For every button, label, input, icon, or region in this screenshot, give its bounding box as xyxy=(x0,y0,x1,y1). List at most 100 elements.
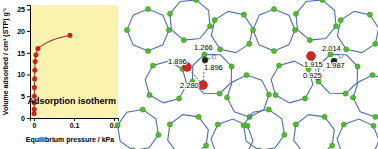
framework-atom xyxy=(302,96,307,101)
data-point xyxy=(68,33,73,38)
framework-atom xyxy=(343,91,348,96)
framework-atom xyxy=(307,37,312,42)
data-point xyxy=(33,59,38,64)
tick-mark xyxy=(74,118,75,121)
framework-atom xyxy=(156,132,161,137)
data-point xyxy=(32,77,37,82)
tick-mark xyxy=(27,53,30,54)
tick: 0 xyxy=(33,118,37,129)
molecule-atom xyxy=(339,54,343,58)
framework-atom xyxy=(244,72,249,77)
framework-atom xyxy=(196,114,201,119)
tick-mark xyxy=(27,31,30,32)
tick-label: 25 xyxy=(17,6,25,13)
x-axis: 0 0.1 0.2 xyxy=(31,118,120,129)
framework-atom xyxy=(215,122,220,127)
x-axis-title: Equilibrium pressure / kPa xyxy=(26,136,114,144)
framework-atom xyxy=(333,24,338,29)
figure: 00.10.20510152025Adsorption isothermEqui… xyxy=(0,0,378,149)
framework-atom xyxy=(247,41,252,46)
data-point xyxy=(34,53,39,58)
framework-atom xyxy=(167,122,172,127)
framework-atom xyxy=(320,0,325,3)
framework-atom xyxy=(250,27,255,32)
tick: 0.2 xyxy=(110,118,120,129)
framework-ring xyxy=(211,11,252,52)
framework-atom xyxy=(344,47,349,52)
tick-label: 0 xyxy=(21,115,25,122)
framework-atom xyxy=(241,12,246,17)
framework-ring xyxy=(170,0,210,40)
framework-ring xyxy=(211,119,253,149)
framework-atom xyxy=(367,12,372,17)
framework-atom xyxy=(145,48,150,53)
data-point xyxy=(32,111,37,116)
framework-ring xyxy=(294,115,335,149)
framework-atom xyxy=(241,123,246,128)
framework-atom xyxy=(217,91,222,96)
framework-atom xyxy=(204,143,209,148)
tick: 0.1 xyxy=(70,118,80,129)
tick-label: 0.1 xyxy=(70,122,80,129)
distance-label: 1.987 xyxy=(326,61,345,70)
framework-atom xyxy=(207,24,212,29)
data-point xyxy=(36,46,41,51)
framework-ring xyxy=(127,9,169,51)
framework-atom xyxy=(282,132,287,137)
distance-label: 1.896 xyxy=(204,63,223,72)
framework-ring xyxy=(337,11,378,52)
framework-ring xyxy=(353,75,378,117)
framework-atom xyxy=(355,64,360,69)
framework-atom xyxy=(176,96,181,101)
molecule-atom xyxy=(212,55,216,59)
framework-atom xyxy=(322,114,327,119)
distance-label: 0.925 xyxy=(303,71,322,80)
framework-atom xyxy=(293,122,298,127)
tick-mark xyxy=(27,75,30,76)
axis-line xyxy=(31,119,119,122)
tick: 20 xyxy=(17,28,30,35)
tick-mark xyxy=(27,9,30,10)
framework-atom xyxy=(131,148,136,149)
framework-atom xyxy=(370,72,375,77)
framework-ring xyxy=(168,115,209,149)
framework-atom xyxy=(273,92,278,97)
tick: 10 xyxy=(17,71,30,78)
tick-mark xyxy=(34,118,35,121)
framework-atom xyxy=(218,47,223,52)
tick-mark xyxy=(114,118,115,121)
framework-atom xyxy=(150,63,155,68)
framework-atom xyxy=(167,11,172,16)
framework-ring xyxy=(244,110,285,149)
distance-label: 2.014 xyxy=(322,44,341,53)
framework-atom xyxy=(330,143,335,148)
framework-atom xyxy=(257,148,262,149)
tick: 15 xyxy=(17,50,30,57)
structure-panel: 2.0141.9151.9870.925 xyxy=(241,0,378,149)
framework-ring xyxy=(318,54,357,93)
framework-atom xyxy=(124,27,129,32)
tick-label: 10 xyxy=(17,71,25,78)
y-axis-title: Volume adsorbed / cm³ (STP) g⁻¹ xyxy=(2,7,10,115)
framework-atom xyxy=(293,11,298,16)
distance-label: 1.266 xyxy=(194,43,213,52)
framework-ring xyxy=(337,119,378,149)
framework-atom xyxy=(266,92,271,97)
framework-atom xyxy=(271,6,276,11)
framework-ring xyxy=(253,9,295,51)
distance-label: 2.280 xyxy=(180,81,199,90)
framework-atom xyxy=(341,122,346,127)
framework-atom xyxy=(338,18,343,23)
framework-ring xyxy=(296,0,336,40)
tick: 25 xyxy=(17,6,30,13)
data-point xyxy=(32,107,37,112)
structure-panel: 1.8961.2661.8962.280 xyxy=(115,0,272,149)
data-point xyxy=(33,68,38,73)
tick: 0 xyxy=(21,115,30,122)
framework-atom xyxy=(202,52,207,57)
data-point xyxy=(32,85,37,90)
framework-atom xyxy=(350,95,355,100)
tick-label: 15 xyxy=(17,50,25,57)
tick-label: 5 xyxy=(21,93,25,100)
framework-atom xyxy=(212,18,217,23)
